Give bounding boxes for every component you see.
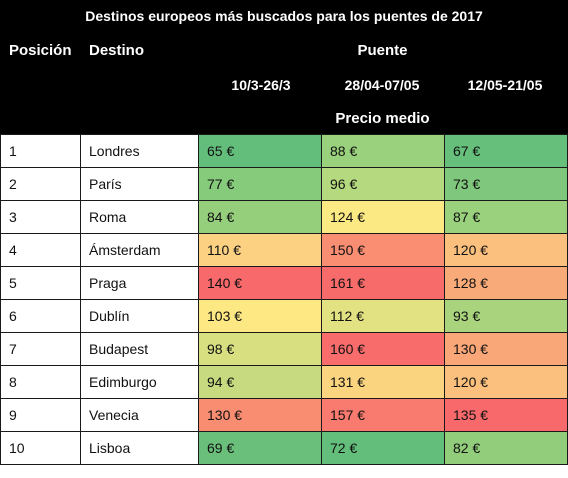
table-body: 1 Londres 65 €88 €67 €2 París 77 €96 €73 €3 R…: [0, 134, 568, 465]
table-row: 3 Roma 84 €124 €87 €: [0, 200, 568, 234]
position-cell: 7: [0, 332, 81, 366]
position-cell: 5: [0, 266, 81, 300]
position-cell: 1: [0, 134, 81, 168]
table-row: 6 Dublín 103 €112 €93 €: [0, 299, 568, 333]
table-row: 4 Ámsterdam 110 €150 €120 €: [0, 233, 568, 267]
price-cell: 120 €: [444, 233, 568, 267]
price-cell: 77 €: [198, 167, 322, 201]
price-cell: 130 €: [198, 398, 322, 432]
table-row: 10 Lisboa 69 €72 €82 €: [0, 431, 568, 465]
table-row: 2 París 77 €96 €73 €: [0, 167, 568, 201]
table-header: Destinos europeos más buscados para los …: [0, 0, 568, 134]
table-row: 8 Edimburgo 94 €131 €120 €: [0, 365, 568, 399]
price-cell: 130 €: [444, 332, 568, 366]
position-cell: 4: [0, 233, 81, 267]
destination-cell: Budapest: [80, 332, 199, 366]
position-cell: 10: [0, 431, 81, 465]
column-header-period-3: 12/05-21/05: [467, 77, 543, 93]
price-cell: 131 €: [321, 365, 445, 399]
price-cell: 161 €: [321, 266, 445, 300]
table-row: 7 Budapest 98 €160 €130 €: [0, 332, 568, 366]
column-group-header-bridge: Puente: [357, 42, 408, 59]
price-cell: 150 €: [321, 233, 445, 267]
price-cell: 98 €: [198, 332, 322, 366]
position-cell: 2: [0, 167, 81, 201]
position-cell: 3: [0, 200, 81, 234]
price-cell: 65 €: [198, 134, 322, 168]
destination-cell: Edimburgo: [80, 365, 199, 399]
price-cell: 157 €: [321, 398, 445, 432]
column-header-destination: Destino: [89, 42, 145, 59]
price-cell: 124 €: [321, 200, 445, 234]
subheader-average-price: Precio medio: [335, 110, 430, 127]
destination-cell: Praga: [80, 266, 199, 300]
price-cell: 72 €: [321, 431, 445, 465]
price-cell: 103 €: [198, 299, 322, 333]
destination-cell: Lisboa: [80, 431, 199, 465]
destination-cell: Venecia: [80, 398, 199, 432]
price-cell: 135 €: [444, 398, 568, 432]
column-header-position: Posición: [9, 42, 72, 59]
price-cell: 73 €: [444, 167, 568, 201]
table-row: 1 Londres 65 €88 €67 €: [0, 134, 568, 168]
price-cell: 110 €: [198, 233, 322, 267]
position-cell: 8: [0, 365, 81, 399]
price-cell: 69 €: [198, 431, 322, 465]
destinations-table: 1 Londres 65 €88 €67 €2 París 77 €96 €73 €3 R…: [0, 134, 568, 465]
price-cell: 96 €: [321, 167, 445, 201]
destination-cell: Roma: [80, 200, 199, 234]
price-cell: 94 €: [198, 365, 322, 399]
table-row: 5 Praga 140 €161 €128 €: [0, 266, 568, 300]
price-cell: 84 €: [198, 200, 322, 234]
price-cell: 128 €: [444, 266, 568, 300]
price-cell: 67 €: [444, 134, 568, 168]
price-cell: 93 €: [444, 299, 568, 333]
position-cell: 6: [0, 299, 81, 333]
destination-cell: París: [80, 167, 199, 201]
price-cell: 88 €: [321, 134, 445, 168]
price-cell: 112 €: [321, 299, 445, 333]
price-cell: 120 €: [444, 365, 568, 399]
price-cell: 87 €: [444, 200, 568, 234]
price-cell: 82 €: [444, 431, 568, 465]
column-header-period-2: 28/04-07/05: [344, 77, 420, 93]
destination-cell: Dublín: [80, 299, 199, 333]
page-title: Destinos europeos más buscados para los …: [85, 8, 483, 24]
destination-cell: Londres: [80, 134, 199, 168]
destination-cell: Ámsterdam: [80, 233, 199, 267]
price-cell: 160 €: [321, 332, 445, 366]
price-cell: 140 €: [198, 266, 322, 300]
column-header-period-1: 10/3-26/3: [231, 77, 291, 93]
position-cell: 9: [0, 398, 81, 432]
table-row: 9 Venecia 130 €157 €135 €: [0, 398, 568, 432]
